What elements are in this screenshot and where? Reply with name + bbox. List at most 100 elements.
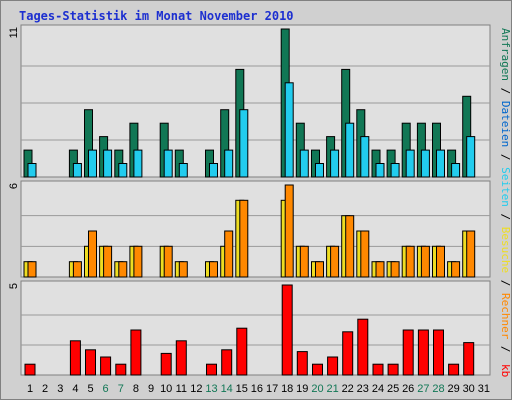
x-tick-label-day-17: 17: [266, 383, 278, 395]
bar-kb-day-24: [372, 363, 384, 376]
bar-kb-day-29: [448, 363, 460, 376]
bar-visits-day-8: [133, 245, 143, 278]
bar-kb-day-7: [115, 363, 127, 376]
y-axis-max-label-top: 11: [8, 27, 20, 38]
bar-kb-day-30: [463, 342, 475, 376]
legend-segment-4: Seiten: [499, 167, 512, 207]
legend-segment-7: /: [499, 273, 512, 293]
bar-visits-day-7: [118, 261, 128, 278]
bar-visits-day-14: [224, 230, 234, 278]
bar-kb-day-22: [342, 331, 354, 376]
bar-kb-day-28: [433, 329, 444, 376]
x-tick-label-day-31: 31: [478, 383, 490, 395]
bar-visits-day-20: [315, 261, 324, 278]
bar-files-day-7: [118, 163, 128, 178]
x-tick-label-day-4: 4: [72, 383, 78, 395]
x-tick-label-day-8: 8: [133, 383, 139, 395]
bar-kb-day-11: [175, 340, 187, 376]
bar-visits-day-10: [163, 245, 173, 278]
bar-kb-day-23: [357, 318, 369, 376]
bar-visits-day-26: [405, 245, 415, 278]
x-tick-label-day-15: 15: [236, 383, 248, 395]
bar-visits-day-30: [466, 230, 476, 278]
bar-kb-day-18: [281, 284, 293, 376]
x-tick-label-day-7: 7: [118, 383, 124, 395]
x-tick-label-day-23: 23: [357, 383, 369, 395]
y-axis-max-label-middle: 6: [8, 183, 20, 189]
bar-kb-day-10: [160, 352, 172, 376]
x-tick-label-day-10: 10: [160, 383, 172, 395]
bar-visits-day-19: [299, 245, 309, 278]
x-tick-label-day-14: 14: [221, 383, 233, 395]
chart-title: Tages-Statistik im Monat November 2010: [19, 9, 294, 23]
bar-kb-day-19: [296, 351, 308, 376]
y-axis-max-label-bottom: 5: [8, 283, 20, 289]
legend-segment-3: /: [499, 147, 512, 167]
x-tick-label-day-2: 2: [42, 383, 48, 395]
bar-files-day-14: [224, 149, 234, 178]
bar-files-day-25: [390, 163, 400, 178]
legend-segment-8: Rechner: [499, 293, 512, 340]
x-tick-label-day-19: 19: [296, 383, 308, 395]
x-tick-label-day-5: 5: [87, 383, 93, 395]
bar-files-day-23: [360, 136, 370, 178]
x-tick-label-day-6: 6: [103, 383, 109, 395]
bar-visits-day-13: [209, 261, 218, 278]
x-tick-label-day-12: 12: [190, 383, 202, 395]
bar-kb-day-20: [312, 363, 323, 376]
bar-kb-day-4: [69, 340, 81, 376]
x-tick-label-day-30: 30: [463, 383, 475, 395]
bar-visits-day-22: [345, 215, 355, 278]
bar-files-day-19: [299, 149, 309, 178]
x-tick-label-day-26: 26: [402, 383, 414, 395]
bar-kb-day-26: [402, 329, 414, 376]
bar-kb-day-25: [387, 363, 399, 376]
bar-files-day-15: [239, 109, 249, 178]
bar-files-day-5: [88, 149, 97, 178]
x-tick-label-day-24: 24: [372, 383, 384, 395]
x-tick-label-day-27: 27: [417, 383, 429, 395]
bar-files-day-21: [330, 149, 340, 178]
x-tick-label-day-22: 22: [342, 383, 354, 395]
bar-files-day-11: [178, 163, 188, 178]
bar-visits-day-24: [375, 261, 385, 278]
bar-visits-day-25: [390, 261, 400, 278]
bar-visits-day-11: [178, 261, 188, 278]
bar-kb-day-21: [327, 356, 339, 376]
x-tick-label-day-21: 21: [326, 383, 338, 395]
bar-files-day-22: [345, 122, 355, 178]
right-legend-top: Anfragen / Dateien / Seiten / Besuche / …: [499, 28, 512, 353]
bar-kb-day-6: [100, 356, 112, 376]
x-tick-label-day-9: 9: [148, 383, 154, 395]
bar-visits-day-4: [72, 261, 82, 278]
bar-files-day-28: [436, 149, 445, 178]
bar-files-day-20: [315, 163, 324, 178]
x-tick-label-day-29: 29: [447, 383, 459, 395]
x-tick-label-day-13: 13: [205, 383, 217, 395]
bar-kb-day-8: [130, 329, 142, 376]
x-tick-label-day-16: 16: [251, 383, 263, 395]
legend-segment-0: Anfragen: [499, 28, 512, 81]
x-tick-label-day-3: 3: [57, 383, 63, 395]
bar-files-day-6: [103, 149, 113, 178]
bar-files-day-24: [375, 163, 385, 178]
right-legend-kb: kb: [499, 364, 512, 377]
x-tick-label-day-11: 11: [176, 383, 187, 395]
x-tick-label-day-1: 1: [27, 383, 33, 395]
bar-kb-day-5: [85, 349, 96, 376]
x-tick-label-day-28: 28: [432, 383, 444, 395]
legend-segment-5: /: [499, 207, 512, 227]
bar-files-day-27: [420, 149, 430, 178]
bar-kb-day-15: [236, 327, 248, 376]
legend-segment-2: Dateien: [499, 101, 512, 147]
x-tick-label-day-18: 18: [281, 383, 293, 395]
bar-kb-day-27: [417, 329, 429, 376]
x-tick-label-day-20: 20: [311, 383, 323, 395]
bar-files-day-18: [284, 82, 294, 178]
x-tick-label-day-25: 25: [387, 383, 399, 395]
bar-kb-day-14: [221, 349, 233, 376]
bar-files-day-30: [466, 136, 476, 178]
bar-visits-day-6: [103, 245, 113, 278]
bar-files-day-13: [209, 163, 218, 178]
